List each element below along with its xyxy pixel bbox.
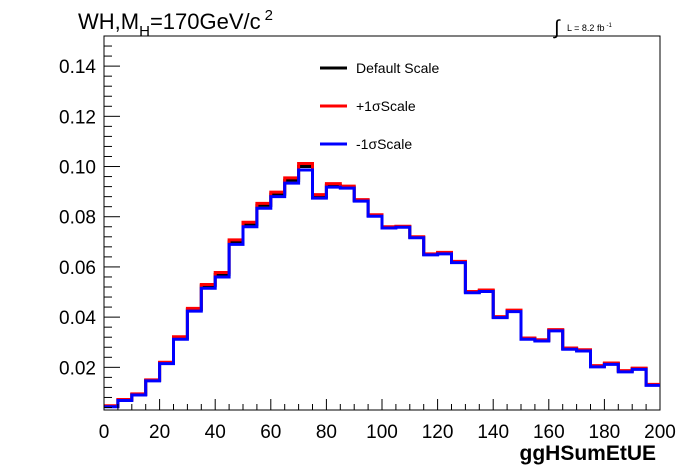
x-tick-label: 180 (589, 422, 621, 443)
luminosity-label: ∫ L = 8.2 fb -1 (553, 17, 612, 39)
integral-symbol: ∫ (553, 17, 561, 39)
legend-label-2: -1σScale (356, 136, 412, 152)
y-tick-label: 0.08 (59, 208, 96, 229)
x-axis: 0 20 40 60 80 100 120 140 160 180 200 (99, 399, 676, 443)
y-tick-label: 0.06 (59, 258, 96, 279)
x-tick-label: 140 (477, 422, 509, 443)
y-tick-label: 0.12 (59, 107, 96, 128)
series-line-1 (104, 162, 660, 408)
series-line-2 (104, 168, 660, 409)
x-tick-label: 40 (205, 422, 226, 443)
x-tick-label: 60 (260, 422, 281, 443)
luminosity-text: L = 8.2 fb -1 (567, 23, 612, 33)
luminosity-value: L = 8.2 fb (567, 23, 604, 33)
x-tick-label: 20 (149, 422, 170, 443)
luminosity-sup: -1 (606, 23, 612, 29)
chart-title-main: WH,M (78, 9, 139, 34)
legend: Default Scale +1σScale -1σScale (320, 60, 439, 152)
legend-label-1: +1σScale (356, 98, 416, 114)
chart-title-sup: 2 (265, 7, 273, 24)
y-tick-label: 0.14 (59, 57, 96, 78)
legend-label-0: Default Scale (356, 60, 439, 76)
x-tick-label: 0 (99, 422, 110, 443)
y-tick-label: 0.10 (59, 158, 96, 179)
x-tick-label: 120 (422, 422, 454, 443)
y-tick-label: 0.02 (59, 358, 96, 379)
y-tick-label: 0.04 (59, 308, 96, 329)
x-tick-label: 200 (644, 422, 676, 443)
y-axis: 0.02 0.04 0.06 0.08 0.10 0.12 0.14 (59, 35, 120, 408)
x-tick-label: 160 (533, 422, 565, 443)
chart-title-sub: H (139, 23, 150, 40)
chart-title: WH,MH=170GeV/c 2 (78, 7, 273, 40)
series-layer (104, 162, 660, 409)
series-line-0 (104, 165, 660, 408)
x-axis-label: ggHSumEtUE (520, 442, 657, 465)
x-tick-label: 80 (316, 422, 337, 443)
chart-title-rest: =170GeV/c (150, 9, 261, 34)
x-tick-label: 100 (366, 422, 398, 443)
